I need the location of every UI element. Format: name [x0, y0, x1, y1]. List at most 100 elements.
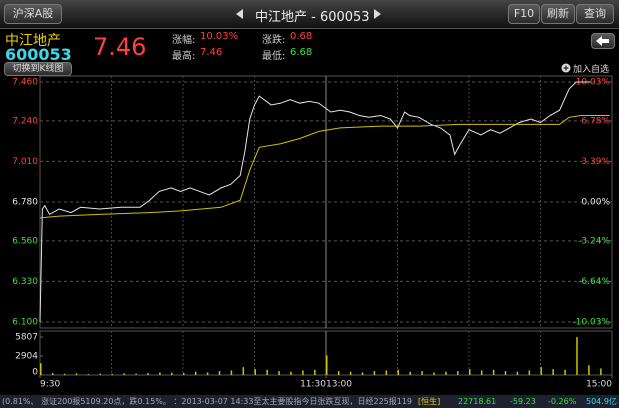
volume-bar: [75, 373, 78, 375]
volume-bar: [421, 371, 423, 375]
refresh-button[interactable]: 刷新: [541, 4, 575, 24]
field-value: 10.03%: [200, 31, 239, 42]
volume-bar: [51, 373, 54, 375]
volume-bar: [206, 372, 209, 375]
volume-bar: [552, 369, 554, 375]
index-change: -59.23: [510, 397, 536, 406]
y2-tick-label: 0.00%: [581, 198, 610, 208]
volume-bar: [588, 365, 590, 375]
volume-bar: [528, 370, 531, 375]
volume-bar: [349, 371, 352, 375]
volume-tick-label: 0: [32, 368, 38, 378]
market-button[interactable]: 沪深A股: [4, 4, 62, 24]
turnover: 504.9亿: [586, 397, 617, 406]
index-value: 22718.61: [458, 397, 497, 406]
y-tick-label: 6.100: [12, 318, 38, 328]
volume-bar: [469, 369, 471, 375]
volume-bar: [230, 370, 233, 375]
volume-bar: [457, 371, 459, 375]
volume-bar: [63, 373, 66, 375]
volume-bar: [385, 370, 388, 375]
field-label: 最低:: [262, 51, 286, 62]
volume-bar: [99, 373, 102, 375]
next-arrow[interactable]: [372, 8, 382, 20]
add-favorite[interactable]: 加入自选: [573, 65, 610, 75]
volume-bar: [433, 372, 435, 375]
volume-tick-label: 5807: [15, 333, 38, 343]
index-name: [恒生]: [418, 397, 441, 406]
volume-bar: [183, 373, 185, 375]
field-value: 7.46: [200, 47, 223, 58]
switch-kline-button[interactable]: 切换到K线图: [4, 62, 72, 76]
volume-bar: [576, 337, 578, 375]
volume-bar: [314, 369, 316, 375]
volume-bar: [445, 371, 447, 375]
ticker-bar: (0.81%、 涨证200报5109.20点，跌0.15%。 ：2013-03-…: [0, 395, 619, 408]
volume-bar: [290, 371, 292, 375]
back-button[interactable]: [591, 33, 615, 49]
query-button[interactable]: 查询: [576, 4, 614, 24]
price-line: [39, 81, 591, 323]
volume-bar: [361, 372, 364, 375]
add-icon[interactable]: [561, 63, 571, 73]
volume-bar: [373, 371, 376, 375]
volume-bar: [504, 371, 507, 375]
y-tick-label: 7.010: [12, 157, 38, 167]
y2-tick-label: -3.24%: [578, 236, 610, 246]
price: 7.46: [93, 33, 147, 61]
y2-tick-label: 6.78%: [581, 116, 610, 126]
chart: 7.460 7.240 7.010 6.780 6.560 6.330 6.100 10.03…: [12, 75, 613, 390]
x-tick-label: 9:30: [40, 380, 60, 390]
volume-bar: [254, 369, 256, 375]
x-tick-label: 11:3013:00: [300, 380, 352, 390]
volume-tick-label: 2904: [15, 351, 38, 361]
volume-bar: [147, 373, 149, 375]
field-label: 涨幅:: [172, 35, 196, 46]
x-tick-label: 15:00: [586, 380, 612, 390]
stock-code: 600053: [5, 45, 72, 64]
volume-bar: [600, 368, 602, 375]
y2-tick-label: -10.03%: [572, 318, 610, 328]
volume-bar: [409, 371, 411, 375]
y-tick-label: 7.460: [12, 78, 38, 88]
volume-bar: [218, 371, 221, 375]
volume-bar: [159, 372, 161, 375]
volume-bar: [111, 374, 113, 375]
volume-bar: [326, 355, 328, 375]
stock-title: 中江地产 - 600053: [255, 10, 370, 25]
field-value: 6.68: [290, 47, 313, 58]
volume-bar: [516, 371, 519, 375]
volume-bar: [480, 370, 483, 375]
volume-bar: [171, 372, 173, 375]
f10-button[interactable]: F10: [508, 4, 540, 24]
y-tick-label: 6.560: [12, 236, 38, 246]
volume-bar: [40, 363, 42, 375]
stock-name: 中江地产: [5, 33, 61, 49]
y-tick-label: 6.330: [12, 277, 38, 287]
back-icon: [596, 36, 609, 46]
field-label: 涨跌:: [262, 35, 286, 46]
volume-bar: [194, 371, 197, 375]
y-tick-label: 7.240: [12, 116, 38, 126]
volume-bar: [540, 367, 542, 375]
price-line: [39, 115, 610, 219]
volume-bar: [397, 369, 399, 375]
y2-tick-label: 3.39%: [581, 157, 610, 167]
field-value: 0.68: [290, 31, 313, 42]
volume-bar: [242, 367, 245, 375]
volume-bar: [135, 373, 137, 375]
field-label: 最高:: [172, 51, 196, 62]
volume-bar: [564, 369, 566, 375]
volume-bar: [492, 369, 495, 375]
ticker-news: (0.81%、 涨证200报5109.20点，跌0.15%。 ：2013-03-…: [2, 397, 412, 406]
prev-arrow[interactable]: [235, 8, 245, 20]
index-change-pct: -0.26%: [548, 397, 577, 406]
y-tick-label: 6.780: [12, 198, 38, 208]
volume-bar: [87, 374, 90, 375]
y2-tick-label: 10.03%: [576, 78, 611, 88]
volume-bar: [337, 371, 340, 375]
volume-bar: [123, 373, 125, 375]
volume-bar: [302, 370, 304, 375]
volume-bar: [266, 369, 268, 375]
